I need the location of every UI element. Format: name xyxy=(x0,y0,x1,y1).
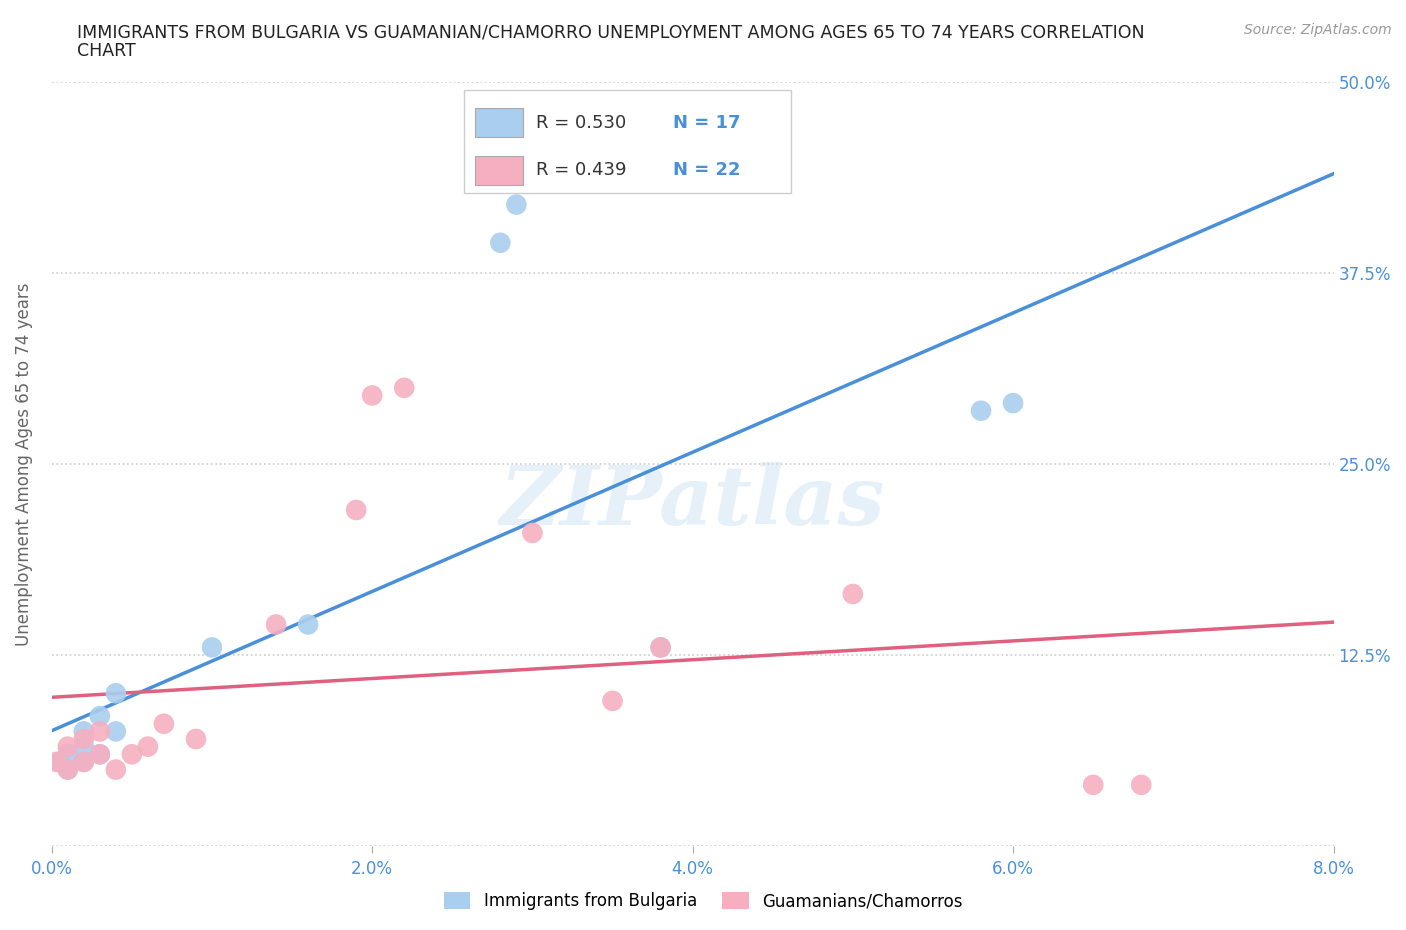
Point xyxy=(89,747,111,762)
FancyBboxPatch shape xyxy=(475,109,523,138)
Y-axis label: Unemployment Among Ages 65 to 74 years: Unemployment Among Ages 65 to 74 years xyxy=(15,283,32,646)
Point xyxy=(104,762,127,777)
Point xyxy=(104,685,127,700)
Point xyxy=(56,747,79,762)
Point xyxy=(49,754,72,769)
Point xyxy=(394,380,416,395)
Text: Source: ZipAtlas.com: Source: ZipAtlas.com xyxy=(1244,23,1392,37)
Text: R = 0.530: R = 0.530 xyxy=(536,113,627,132)
Point xyxy=(153,716,176,731)
Point xyxy=(1130,777,1153,792)
Point xyxy=(489,235,512,250)
Point xyxy=(73,739,96,754)
Point xyxy=(602,694,624,709)
Point xyxy=(73,754,96,769)
Point xyxy=(650,640,672,655)
Point xyxy=(1083,777,1105,792)
Point xyxy=(201,640,224,655)
Point xyxy=(45,754,67,769)
Text: N = 17: N = 17 xyxy=(673,113,741,132)
Point xyxy=(73,732,96,747)
Point xyxy=(344,502,367,517)
Point xyxy=(297,618,319,632)
Point xyxy=(505,197,527,212)
Text: IMMIGRANTS FROM BULGARIA VS GUAMANIAN/CHAMORRO UNEMPLOYMENT AMONG AGES 65 TO 74 : IMMIGRANTS FROM BULGARIA VS GUAMANIAN/CH… xyxy=(77,23,1144,41)
Point xyxy=(1002,395,1025,410)
Text: N = 22: N = 22 xyxy=(673,161,741,179)
Point xyxy=(264,618,287,632)
Text: CHART: CHART xyxy=(77,42,136,60)
Point xyxy=(89,709,111,724)
Text: R = 0.439: R = 0.439 xyxy=(536,161,627,179)
Point xyxy=(184,732,207,747)
Point xyxy=(89,724,111,738)
Point xyxy=(56,762,79,777)
Text: ZIPatlas: ZIPatlas xyxy=(501,462,886,542)
Point xyxy=(89,747,111,762)
Point xyxy=(73,724,96,738)
Point xyxy=(136,739,159,754)
Point xyxy=(842,587,865,602)
Legend: Immigrants from Bulgaria, Guamanians/Chamorros: Immigrants from Bulgaria, Guamanians/Cha… xyxy=(437,885,969,917)
Point xyxy=(650,640,672,655)
Point xyxy=(522,525,544,540)
Point xyxy=(104,724,127,738)
Point xyxy=(56,739,79,754)
FancyBboxPatch shape xyxy=(464,90,792,193)
Point xyxy=(56,762,79,777)
Point xyxy=(970,404,993,418)
Point xyxy=(73,754,96,769)
Point xyxy=(121,747,143,762)
FancyBboxPatch shape xyxy=(475,155,523,185)
Point xyxy=(361,388,384,403)
